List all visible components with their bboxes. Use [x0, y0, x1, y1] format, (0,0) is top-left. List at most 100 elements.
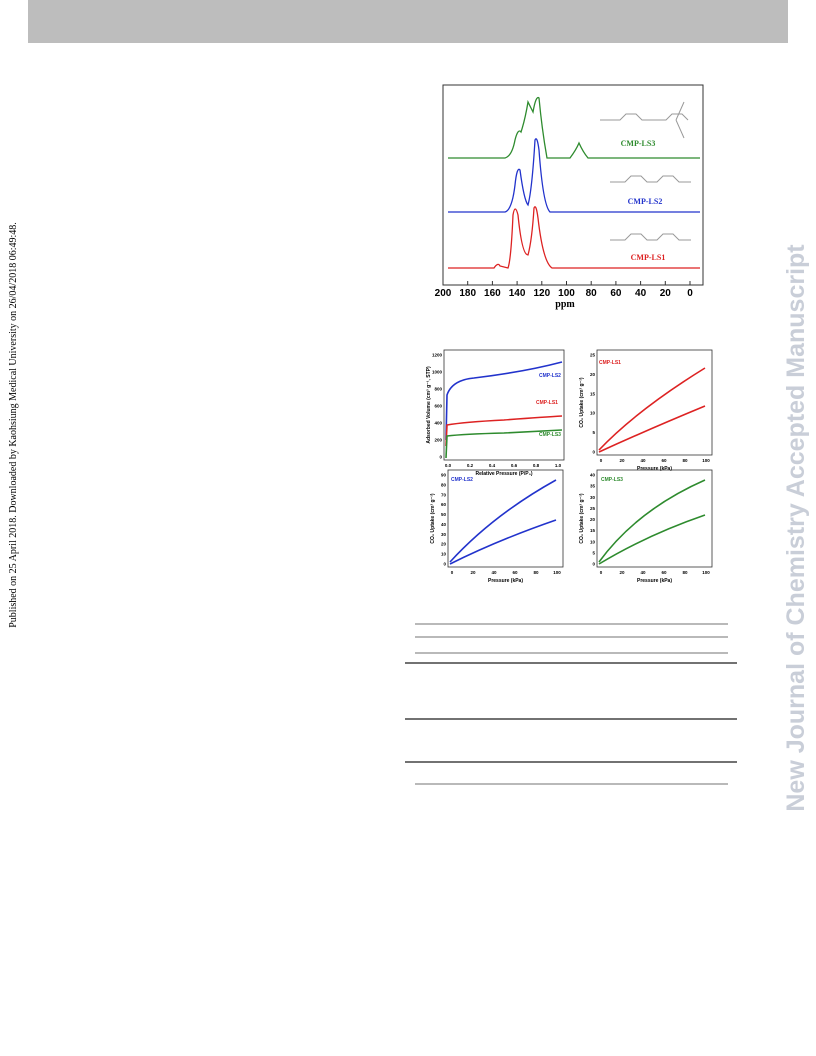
- series-label: CMP-LS1: [599, 360, 621, 366]
- plot-frame: [447, 469, 564, 568]
- series-label: CMP-LS3: [601, 477, 623, 483]
- y-tick-label: 10: [590, 539, 596, 544]
- x-axis-label: Pressure (kPa): [637, 466, 672, 472]
- x-tick-label: 0: [451, 570, 454, 575]
- y-tick-label: 10: [441, 552, 447, 557]
- plot-panel: 0 20 40 60 80 100 0 10 20 30 40 50 60 70 80 90 Pressure …: [430, 469, 564, 584]
- x-tick-label: 60: [661, 458, 667, 463]
- y-tick-label: 20: [590, 517, 596, 522]
- spectrum-ls3: [448, 96, 700, 159]
- series-label: CMP-LS2: [451, 477, 473, 483]
- x-tick-label: 20: [470, 570, 476, 575]
- series-label: CMP-LS2: [539, 373, 561, 379]
- isotherm-curve: [598, 405, 706, 453]
- y-tick-label: 0: [592, 562, 595, 567]
- y-tick-label: 10: [590, 411, 596, 416]
- x-tick-label: 0: [600, 458, 603, 463]
- x-tick-label: 0: [600, 570, 603, 575]
- y-tick-label: 20: [441, 542, 447, 547]
- y-tick-label: 5: [592, 550, 595, 555]
- x-axis-label: Pressure (kPa): [637, 578, 672, 584]
- x-axis-label: Pressure (kPa): [488, 578, 523, 584]
- y-tick-label: 800: [434, 387, 442, 392]
- x-tick-label: 0.6: [511, 463, 518, 468]
- x-tick-label: 60: [512, 570, 518, 575]
- isotherm-curve: [598, 479, 706, 563]
- y-tick-label: 25: [590, 506, 596, 511]
- isotherm-curve: [449, 519, 557, 565]
- x-tick-label: 40: [491, 570, 497, 575]
- x-tick-label: 20: [660, 288, 672, 299]
- x-tick-label: 100: [702, 570, 710, 575]
- x-tick-label: 80: [682, 570, 688, 575]
- isotherm-curve: [598, 514, 706, 565]
- x-tick-label: 180: [459, 288, 476, 299]
- x-tick-label: 80: [586, 288, 598, 299]
- x-tick-label: 0.2: [467, 463, 474, 468]
- y-axis-label: CO₂ Uptake (cm³ g⁻¹): [579, 377, 585, 427]
- x-axis-label: ppm: [555, 299, 575, 310]
- x-tick-label: 40: [635, 288, 647, 299]
- y-tick-label: 0: [592, 450, 595, 455]
- nmr-figure: [442, 84, 704, 286]
- y-tick-label: 70: [441, 492, 447, 497]
- y-tick-label: 90: [441, 473, 447, 478]
- plot-frame: [596, 469, 713, 568]
- x-tick-label: 60: [610, 288, 622, 299]
- y-tick-label: 30: [441, 532, 447, 537]
- y-tick-label: 0: [443, 562, 446, 567]
- y-tick-label: 5: [592, 430, 595, 435]
- y-tick-label: 600: [434, 404, 442, 409]
- y-tick-label: 0: [439, 455, 442, 460]
- spectrum-label: CMP-LS3: [621, 139, 656, 148]
- watermark: New Journal of Chemistry Accepted Manusc…: [782, 244, 810, 812]
- x-tick-label: 1.0: [555, 463, 562, 468]
- series-label: CMP-LS3: [539, 432, 561, 438]
- plot-frame: [443, 349, 565, 461]
- y-tick-label: 35: [590, 484, 596, 489]
- x-tick-label: 200: [435, 288, 452, 299]
- x-tick-label: 40: [640, 570, 646, 575]
- x-tick-label: 40: [640, 458, 646, 463]
- isotherm-curve: [598, 367, 706, 451]
- isotherm-curve: [445, 429, 563, 459]
- x-tick-label: 160: [484, 288, 501, 299]
- x-tick-label: 0: [687, 288, 693, 299]
- isotherm-curve: [445, 361, 563, 441]
- y-tick-label: 40: [441, 522, 447, 527]
- y-tick-label: 40: [590, 473, 596, 478]
- y-tick-label: 400: [434, 421, 442, 426]
- structure-sketches: [600, 101, 691, 241]
- x-axis-label: Relative Pressure (P/P₀): [475, 471, 532, 477]
- y-tick-label: 60: [441, 502, 447, 507]
- nmr-frame: [442, 84, 704, 286]
- x-tick-label: 80: [682, 458, 688, 463]
- x-tick-label: 140: [509, 288, 526, 299]
- spectrum-label: CMP-LS2: [628, 197, 663, 206]
- x-tick-label: 80: [533, 570, 539, 575]
- table-rules: [405, 623, 737, 785]
- x-tick-label: 0.4: [489, 463, 496, 468]
- y-tick-label: 20: [590, 372, 596, 377]
- x-tick-label: 0.0: [445, 463, 452, 468]
- y-tick-label: 30: [590, 495, 596, 500]
- y-axis-label: CO₂ Uptake (cm³ g⁻¹): [579, 493, 585, 543]
- plot-panel: 0 20 40 60 80 100 0 5 10 15 20 25 Pressure (kPa) CO₂ …: [579, 349, 713, 472]
- y-tick-label: 15: [590, 391, 596, 396]
- spectrum-ls2: [448, 138, 700, 213]
- x-tick-label: 100: [558, 288, 575, 299]
- y-tick-label: 50: [441, 512, 447, 517]
- x-tick-label: 100: [553, 570, 561, 575]
- isotherm-curve: [449, 479, 557, 563]
- x-tick-label: 120: [533, 288, 550, 299]
- y-tick-label: 1000: [432, 370, 443, 375]
- y-tick-label: 80: [441, 482, 447, 487]
- spectrum-label: CMP-LS1: [631, 253, 666, 262]
- x-tick-label: 60: [661, 570, 667, 575]
- y-axis-label: CO₂ Uptake (cm³ g⁻¹): [430, 493, 436, 543]
- isotherm-curve: [445, 415, 563, 447]
- plot-panel: 0.0 0.2 0.4 0.6 0.8 1.0 0 200 400 600 800 1000 1200 R…: [426, 349, 565, 477]
- header-bar: [28, 0, 788, 43]
